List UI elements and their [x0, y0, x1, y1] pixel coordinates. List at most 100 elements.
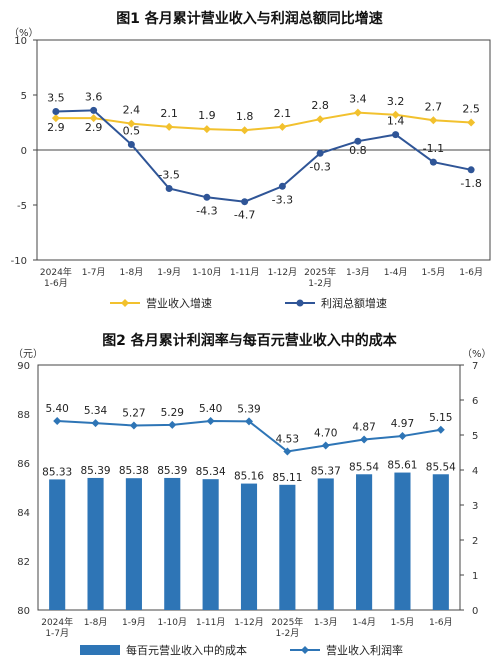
chart2-title: 图2 各月累计利润率与每百元营业收入中的成本: [102, 333, 397, 349]
data-point: [245, 417, 253, 426]
data-point: [321, 441, 330, 450]
bar-label: 85.39: [81, 465, 111, 477]
y-tick-label-left: 82: [17, 557, 30, 568]
data-point: [165, 122, 174, 131]
x-tick-label: 1-7月: [82, 267, 106, 278]
line-label: 5.40: [199, 403, 222, 415]
legend-label: 营业收入利润率: [326, 643, 403, 657]
data-point: [89, 114, 98, 123]
x-tick-label: 1-6月: [429, 617, 453, 628]
bar-label: 85.34: [196, 466, 226, 478]
line-label: 5.15: [429, 412, 452, 424]
data-point: [467, 118, 476, 127]
data-label: 1.9: [198, 109, 216, 122]
data-label: -4.7: [234, 209, 255, 222]
bar-label: 85.61: [387, 460, 417, 472]
data-point: [127, 141, 135, 148]
line-label: 5.34: [84, 405, 108, 417]
data-label: -0.3: [309, 160, 330, 173]
legend-marker: [296, 299, 304, 307]
bar-label: 85.38: [119, 465, 149, 477]
y-tick-label-right: 2: [472, 536, 478, 547]
y-tick-label: 0: [21, 146, 27, 157]
data-point: [241, 198, 249, 206]
data-label: 3.5: [47, 92, 65, 105]
bar: [240, 483, 258, 610]
data-label: 3.6: [85, 90, 103, 103]
line-label: 4.87: [352, 422, 375, 434]
data-label: 2.7: [425, 100, 443, 113]
y-tick-label: -10: [11, 256, 27, 267]
series-line-revenue: [55, 111, 472, 132]
chart1-svg: （%）10 5 0 -5 -10 2024年 1-6月 1-7月 1-8月 1-9月 1-10月 1-…: [9, 27, 491, 310]
x-tick-label: 1-11月: [230, 267, 259, 278]
data-point: [429, 116, 438, 125]
y-tick-label: 10: [14, 36, 27, 47]
data-point: [90, 106, 98, 114]
data-point: [354, 137, 362, 145]
legend-label: 营业收入增速: [146, 296, 212, 310]
data-point: [52, 108, 60, 115]
data-point: [91, 419, 100, 428]
bar: [202, 479, 219, 610]
data-point: [353, 108, 362, 117]
legend-marker: [301, 646, 309, 654]
data-point: [392, 131, 400, 139]
data-point: [360, 435, 369, 444]
bar: [164, 477, 181, 610]
series-line-profit: [55, 109, 472, 203]
data-point: [398, 432, 407, 441]
chart1-title: 图1 各月累计营业收入与利润总额同比增速: [116, 11, 383, 27]
line-label: 5.39: [237, 403, 260, 415]
line-label: 4.53: [276, 433, 299, 445]
data-label: -4.3: [196, 204, 217, 217]
data-label: 2.8: [311, 99, 329, 112]
bar-label: 85.11: [272, 472, 302, 484]
data-point: [165, 185, 173, 192]
legend-label: 利润总额增速: [321, 296, 387, 310]
data-point: [168, 420, 177, 429]
x-tick-label: 1-12月: [268, 267, 297, 278]
data-label: 2.9: [85, 121, 103, 134]
bar: [394, 472, 411, 610]
bar: [356, 474, 373, 610]
line-label: 4.97: [391, 418, 414, 430]
y-tick-label-right: 3: [472, 501, 478, 512]
data-label: 2.1: [160, 107, 178, 120]
data-point: [429, 158, 437, 166]
y-tick-label-right: 6: [472, 396, 478, 407]
x-tick-label: 1-9月: [157, 267, 181, 278]
line-label: 5.29: [161, 407, 184, 419]
y-tick-label-left: 88: [17, 410, 30, 421]
x-tick-label: 1-12月: [234, 617, 263, 628]
bar-label: 85.54: [426, 461, 456, 473]
x-tick-label: 1-8月: [84, 617, 108, 628]
y-tick-label: 5: [21, 91, 27, 102]
y-tick-label-right: 7: [472, 361, 478, 372]
data-label: 1.8: [236, 110, 254, 123]
data-label: -3.3: [272, 193, 293, 206]
y-tick-label-right: 4: [472, 466, 478, 477]
data-point: [391, 110, 400, 119]
x-tick-label: 2024年 1-7月: [41, 616, 73, 639]
data-point: [316, 149, 324, 157]
data-point: [203, 193, 211, 201]
y-tick-label: -5: [17, 201, 27, 212]
data-point: [278, 182, 286, 190]
x-tick-label: 1-3月: [314, 617, 338, 628]
series-line-margin: [57, 419, 441, 453]
y-tick-label-right: 5: [472, 431, 478, 442]
bar-label: 85.39: [157, 465, 187, 477]
legend-marker: [121, 299, 129, 307]
data-label: 0.8: [349, 144, 367, 157]
data-label: -1.8: [460, 177, 481, 190]
x-tick-label: 2025年 1-2月: [304, 266, 336, 289]
x-tick-label: 1-5月: [391, 617, 415, 628]
data-label: 2.9: [47, 121, 65, 134]
data-point: [202, 125, 211, 134]
x-tick-label: 1-8月: [120, 267, 144, 278]
data-point: [467, 166, 475, 174]
data-point: [206, 417, 215, 425]
y-tick-label-left: 80: [17, 606, 30, 617]
x-tick-label: 1-4月: [384, 267, 408, 278]
